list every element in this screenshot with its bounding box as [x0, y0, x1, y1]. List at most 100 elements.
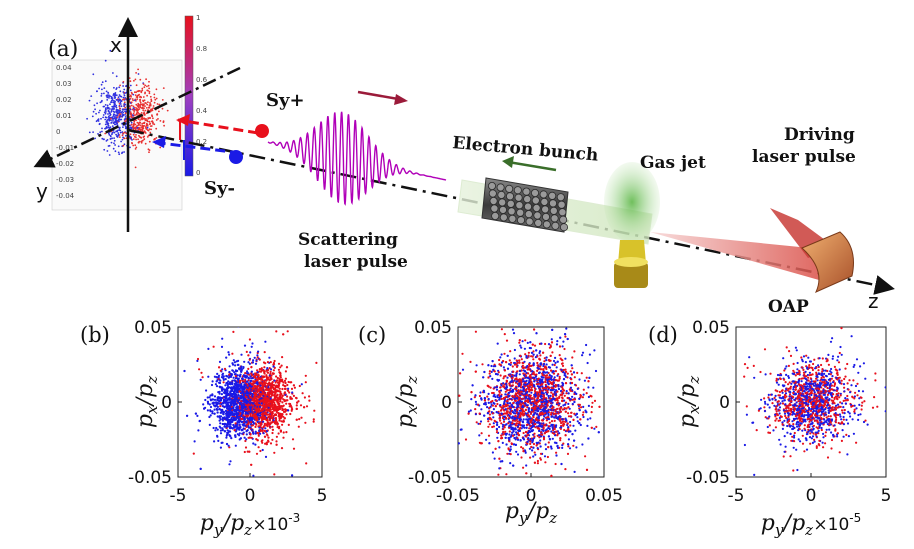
point-sy-minus — [511, 328, 515, 331]
point-sy-minus — [593, 427, 596, 430]
point-sy-plus — [283, 417, 286, 420]
inset-point — [122, 136, 124, 139]
inset-point — [112, 72, 114, 74]
point-sy-plus — [282, 410, 286, 413]
inset-point — [136, 105, 139, 107]
point-sy-plus — [286, 383, 289, 387]
point-sy-plus — [254, 388, 257, 391]
point-sy-minus — [469, 409, 472, 412]
point-sy-minus — [212, 426, 215, 430]
point-sy-minus — [582, 415, 585, 419]
inset-point — [135, 146, 138, 149]
inset-point — [118, 104, 121, 107]
point-sy-plus — [282, 420, 285, 423]
point-sy-plus — [271, 431, 274, 435]
point-sy-plus — [262, 369, 265, 372]
point-sy-minus — [239, 392, 243, 395]
point-sy-minus — [222, 375, 225, 378]
point-sy-plus — [267, 436, 270, 439]
point-sy-plus — [257, 434, 260, 437]
point-sy-plus — [251, 386, 254, 389]
point-sy-minus — [569, 430, 572, 433]
x-tick-label: -5 — [170, 486, 187, 506]
point-sy-minus — [225, 418, 228, 421]
point-sy-plus — [261, 389, 264, 392]
point-sy-plus — [275, 440, 278, 443]
point-sy-minus — [224, 397, 227, 400]
point-sy-plus — [552, 372, 556, 375]
point-sy-plus — [282, 381, 285, 384]
electron-particle — [551, 221, 560, 230]
point-sy-plus — [315, 361, 318, 364]
point-sy-minus — [240, 394, 243, 397]
point-sy-minus — [239, 402, 242, 405]
point-sy-plus — [198, 368, 201, 371]
electron-particle — [523, 195, 532, 204]
inset-point — [135, 134, 137, 136]
point-sy-minus — [253, 422, 256, 425]
inset-point — [124, 112, 127, 115]
point-sy-plus — [267, 403, 270, 406]
point-sy-minus — [227, 401, 230, 404]
point-sy-minus — [451, 458, 453, 460]
point-sy-plus — [509, 453, 512, 456]
point-sy-minus — [208, 396, 211, 399]
point-sy-plus — [222, 381, 225, 384]
point-sy-minus — [264, 455, 268, 458]
point-sy-plus — [275, 410, 278, 413]
point-sy-plus — [264, 402, 268, 405]
point-sy-minus — [501, 423, 505, 426]
inset-point — [117, 100, 120, 103]
point-sy-plus — [231, 352, 234, 355]
inset-point — [141, 89, 144, 92]
point-sy-minus — [242, 427, 245, 430]
point-sy-plus — [263, 435, 267, 438]
point-sy-plus — [562, 368, 565, 372]
point-sy-minus — [249, 408, 252, 411]
point-sy-plus — [257, 446, 260, 449]
point-sy-plus — [254, 422, 257, 425]
inset-point — [130, 123, 133, 126]
inset-point — [136, 109, 139, 112]
sy-minus-arrowhead — [152, 136, 166, 148]
inset-point — [150, 98, 153, 101]
inset-point — [133, 135, 136, 138]
inset-point — [137, 102, 140, 105]
point-sy-minus — [231, 381, 234, 385]
inset-point — [155, 97, 158, 100]
point-sy-minus — [249, 385, 253, 388]
point-sy-plus — [283, 399, 286, 403]
point-sy-plus — [491, 412, 494, 415]
inset-point — [148, 90, 151, 93]
point-sy-minus — [241, 387, 244, 391]
point-sy-plus — [295, 418, 298, 421]
point-sy-plus — [247, 354, 250, 357]
point-sy-minus — [234, 444, 237, 447]
point-sy-minus — [221, 337, 224, 340]
point-sy-plus — [267, 439, 270, 442]
point-sy-plus — [240, 418, 243, 421]
inset-tick-label: 0 — [56, 128, 60, 136]
point-sy-minus — [474, 413, 477, 416]
point-sy-minus — [249, 375, 252, 378]
sy-plus-arrow — [177, 118, 259, 135]
inset-point — [129, 111, 132, 113]
inset-point — [149, 95, 152, 98]
point-sy-plus — [269, 372, 272, 376]
inset-point — [140, 137, 143, 139]
point-sy-minus — [586, 418, 589, 421]
point-sy-plus — [269, 361, 272, 364]
point-sy-plus — [278, 417, 281, 420]
point-sy-plus — [550, 420, 554, 423]
point-sy-minus — [231, 363, 235, 366]
point-sy-minus — [215, 376, 218, 379]
inset-point — [109, 108, 111, 110]
inset-point — [108, 133, 111, 136]
point-sy-plus — [262, 376, 265, 379]
point-sy-minus — [264, 427, 267, 430]
point-sy-minus — [240, 407, 244, 410]
point-sy-plus — [323, 416, 325, 418]
inset-point — [112, 106, 115, 108]
inset-point — [92, 110, 95, 113]
point-sy-plus — [201, 376, 204, 379]
